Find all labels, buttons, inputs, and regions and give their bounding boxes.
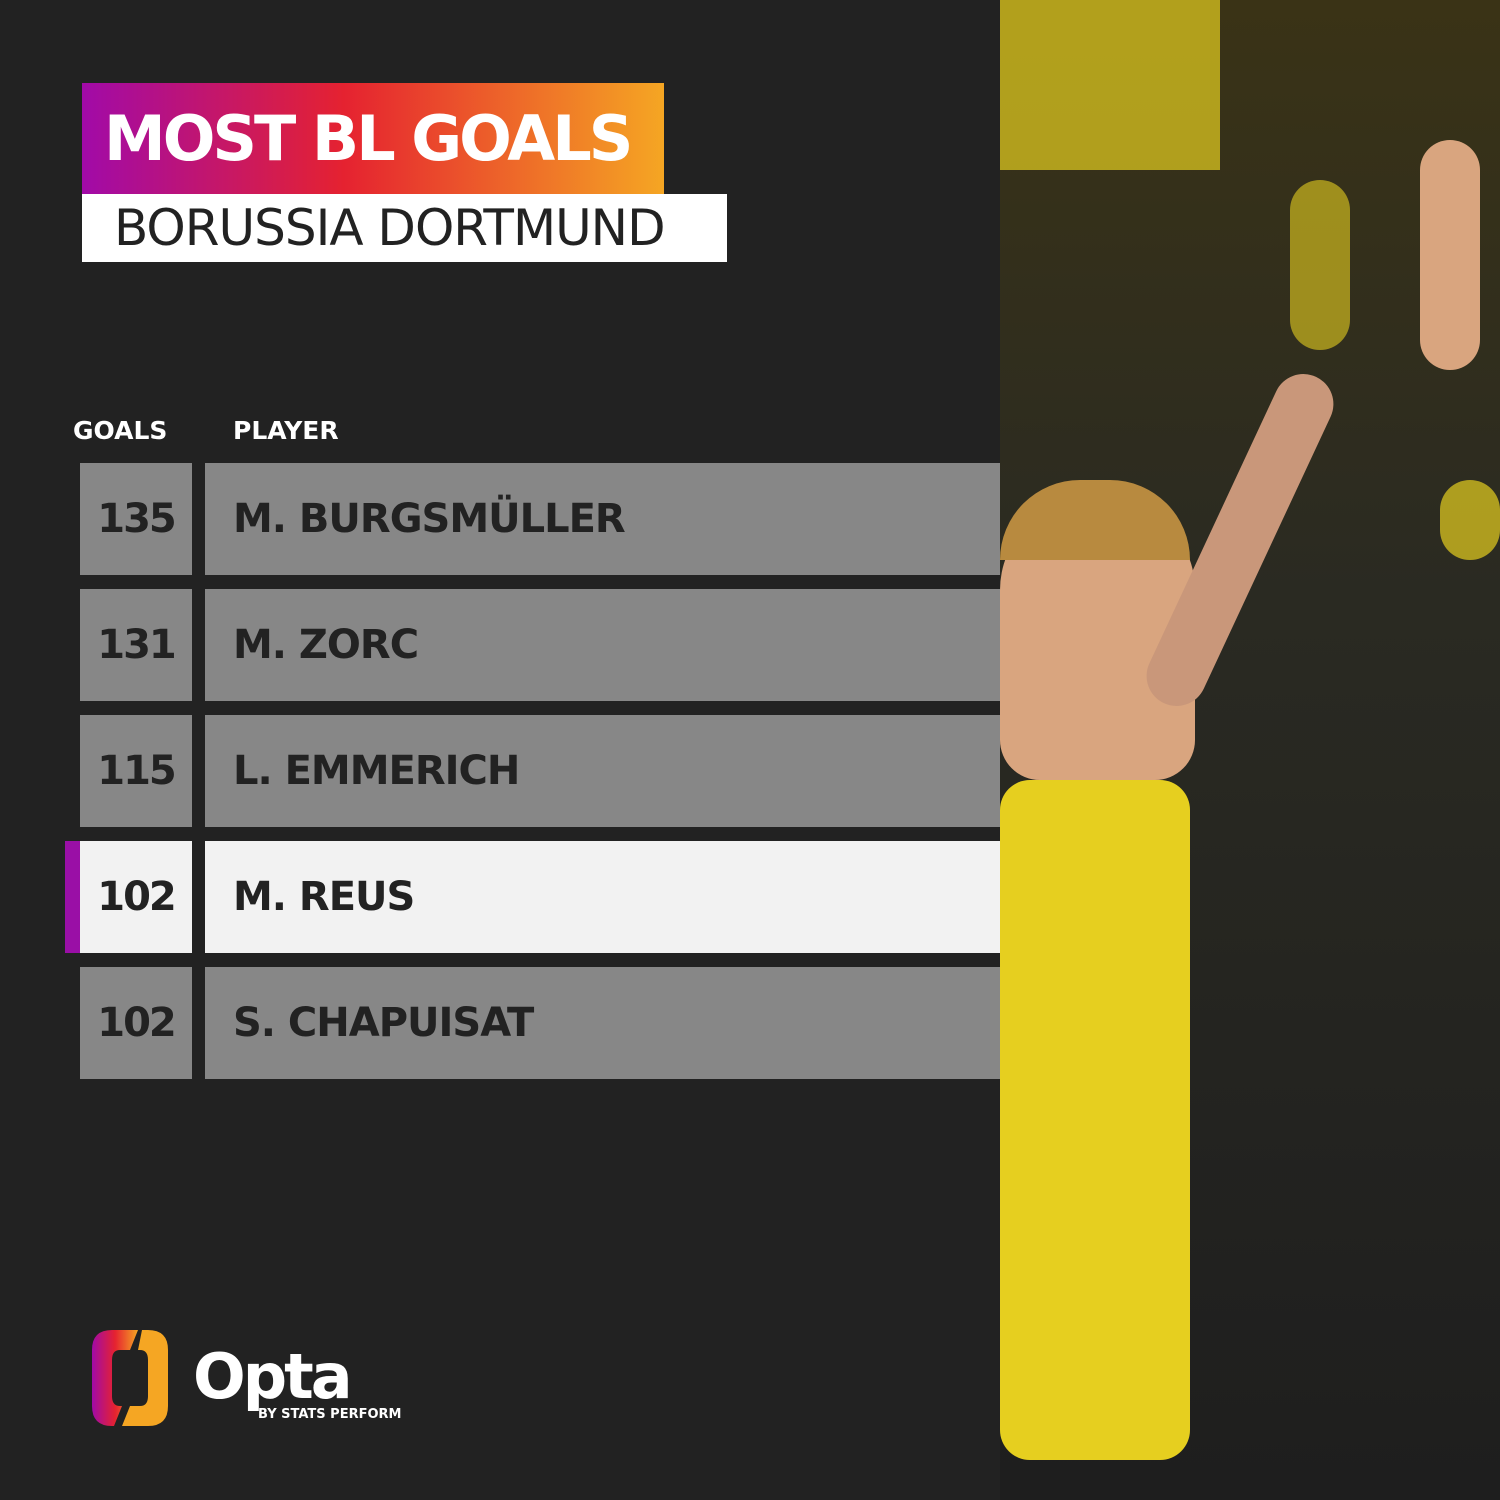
table-row: 135 M. BURGSMÜLLER <box>80 463 1000 575</box>
player-photo <box>1000 0 1500 1500</box>
goals-column-header: GOALS <box>73 416 168 445</box>
table-row: 131 M. ZORC <box>80 589 1000 701</box>
table-row: 102 S. CHAPUISAT <box>80 967 1000 1079</box>
goals-cell: 135 <box>80 463 192 575</box>
table-row: 102 M. REUS <box>65 841 1000 953</box>
player-cell: L. EMMERICH <box>205 715 1000 827</box>
opta-logo-icon <box>92 1330 168 1426</box>
player-cell: M. REUS <box>205 841 1000 953</box>
highlight-accent <box>65 841 80 953</box>
opta-wordmark: Opta <box>193 1340 353 1413</box>
player-cell: M. ZORC <box>205 589 1000 701</box>
title: MOST BL GOALS <box>82 83 664 194</box>
player-cell: S. CHAPUISAT <box>205 967 1000 1079</box>
table-row: 115 L. EMMERICH <box>80 715 1000 827</box>
goals-cell: 131 <box>80 589 192 701</box>
goals-cell: 102 <box>80 841 192 953</box>
goals-cell: 102 <box>80 967 192 1079</box>
stats-perform-tagline: BY STATS PERFORM <box>258 1407 402 1422</box>
player-column-header: PLAYER <box>233 416 339 445</box>
subtitle: BORUSSIA DORTMUND <box>82 194 727 262</box>
goals-cell: 115 <box>80 715 192 827</box>
player-cell: M. BURGSMÜLLER <box>205 463 1000 575</box>
